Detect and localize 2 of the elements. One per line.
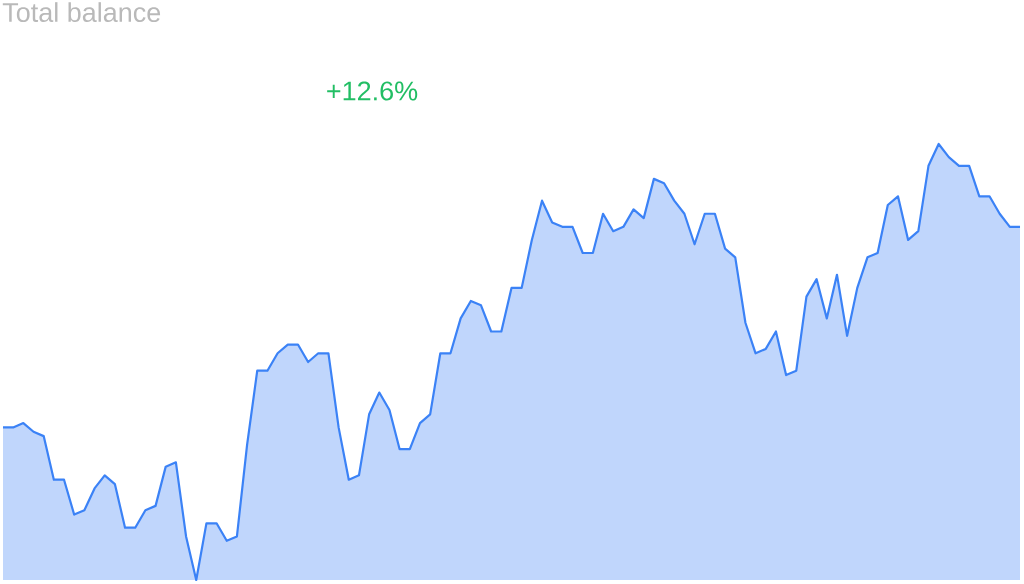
chart-title: Total balance (2, 2, 161, 23)
text: +12.6% (327, 81, 418, 101)
